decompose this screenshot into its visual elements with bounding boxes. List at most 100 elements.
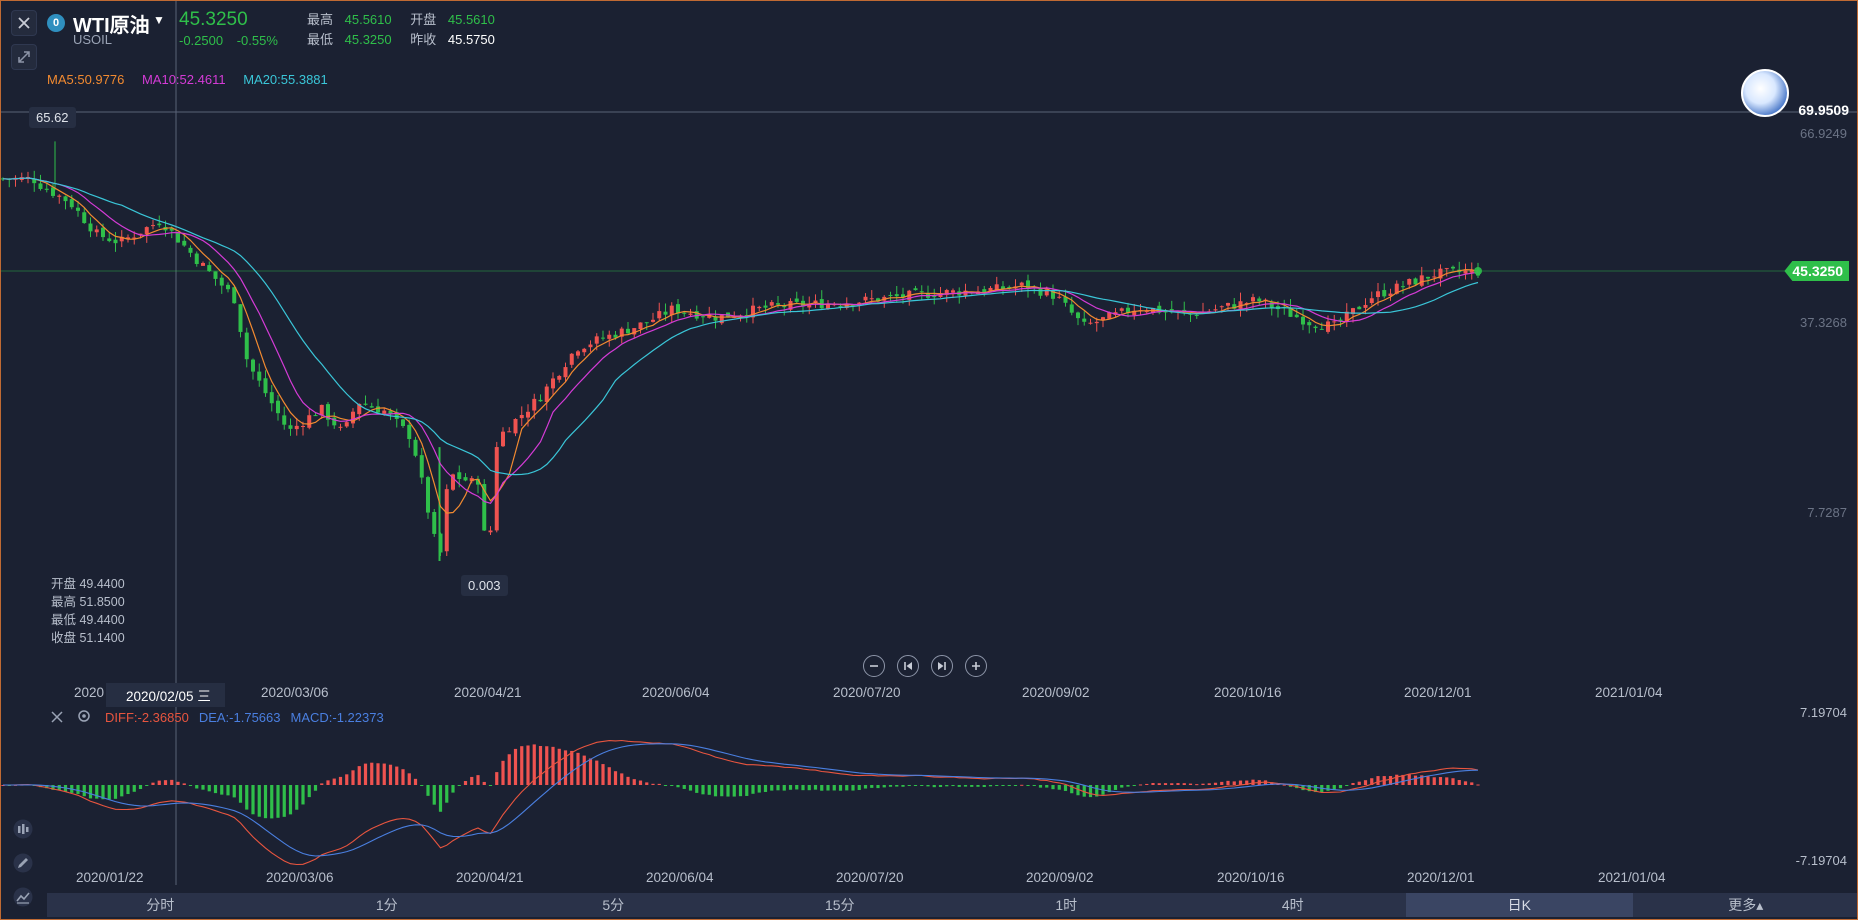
- candle-body: [801, 300, 805, 307]
- candle-body: [1057, 296, 1062, 298]
- tab-daily[interactable]: 日K: [1406, 893, 1633, 917]
- tab-1min[interactable]: 1分: [375, 897, 398, 913]
- candle-body: [913, 288, 918, 291]
- close-icon[interactable]: [51, 710, 63, 726]
- macd-bar: [326, 780, 330, 785]
- candle-body: [876, 298, 880, 302]
- macd-bar: [51, 785, 55, 790]
- candle-body: [1151, 308, 1155, 313]
- last-price: 45.3250: [179, 9, 248, 30]
- candles-button[interactable]: [11, 817, 35, 841]
- macd-bar: [838, 785, 843, 791]
- candle-body: [276, 400, 280, 414]
- macd-bar: [376, 763, 380, 785]
- macd-bar: [1295, 785, 1299, 789]
- tab-timeshare[interactable]: 分时: [146, 897, 175, 913]
- macd-bar: [1220, 781, 1224, 785]
- candle-body: [944, 290, 949, 295]
- macd-bar: [1313, 785, 1318, 793]
- candle-body: [138, 233, 143, 236]
- macd-bar: [576, 752, 580, 785]
- candle-body: [701, 316, 705, 318]
- settings-icon[interactable]: [77, 709, 91, 726]
- candle-body: [1169, 309, 1174, 313]
- zoom-out-button[interactable]: [863, 655, 885, 677]
- macd-bar: [1026, 785, 1030, 786]
- macd-bar: [807, 785, 811, 791]
- macd-bar: [401, 769, 405, 785]
- candle-body: [519, 415, 524, 419]
- macd-bar: [757, 785, 761, 793]
- macd-bar: [888, 785, 893, 787]
- macd-bar: [1213, 782, 1218, 785]
- chevron-down-icon[interactable]: ▼: [153, 13, 165, 27]
- candle-body: [44, 188, 49, 190]
- macd-bar: [701, 785, 705, 795]
- macd-bar: [88, 785, 93, 799]
- candle-body: [438, 533, 443, 553]
- candle-body: [1207, 311, 1212, 313]
- candle-body: [419, 455, 424, 478]
- candle-body: [201, 262, 205, 266]
- tab-15min[interactable]: 15分: [824, 897, 855, 913]
- dea-line: [3, 743, 1479, 857]
- indicator-button[interactable]: [11, 885, 35, 909]
- candle-body: [176, 233, 180, 243]
- macd-bar: [1157, 783, 1161, 785]
- macd-bar: [63, 785, 68, 792]
- symbol-selector[interactable]: WTI原油: [73, 15, 150, 37]
- candle-body: [1426, 276, 1430, 279]
- candles-icon: [13, 819, 33, 839]
- candle-body: [982, 289, 987, 293]
- candle-body: [1332, 321, 1337, 323]
- macd-bar: [301, 785, 305, 805]
- candle-body: [263, 378, 268, 394]
- candle-body: [526, 411, 530, 418]
- prev-button[interactable]: [897, 655, 919, 677]
- macd-bar: [545, 746, 549, 785]
- date-axis-bottom: 2020/01/22 2020/03/06 2020/04/21 2020/06…: [1, 870, 1857, 890]
- candle-body: [788, 301, 793, 310]
- tab-5min[interactable]: 5分: [602, 897, 625, 913]
- macd-bar: [1163, 783, 1168, 785]
- candle-body: [1326, 321, 1330, 332]
- tab-4hour[interactable]: 4时: [1281, 897, 1304, 913]
- macd-bar: [157, 780, 161, 785]
- candle-body: [119, 236, 124, 242]
- zoom-in-button[interactable]: [965, 655, 987, 677]
- next-icon: [938, 662, 946, 670]
- avatar[interactable]: [1741, 69, 1789, 117]
- candle-body: [776, 303, 780, 305]
- tab-more[interactable]: 更多▴: [1728, 897, 1764, 913]
- macd-bar: [426, 785, 430, 796]
- macd-bar: [1470, 782, 1474, 785]
- candle-body: [1094, 321, 1099, 324]
- next-button[interactable]: [931, 655, 953, 677]
- macd-bar: [751, 785, 755, 794]
- macd-bar: [1332, 785, 1336, 790]
- macd-bar: [176, 781, 180, 785]
- candle-body: [1476, 270, 1480, 276]
- ma10-line: [2, 177, 1479, 504]
- macd-bar: [676, 785, 680, 788]
- candle-body: [457, 472, 462, 480]
- macd-bar: [1138, 784, 1143, 786]
- close-button[interactable]: [11, 10, 37, 36]
- macd-bar: [763, 785, 768, 792]
- expand-button[interactable]: [11, 44, 37, 70]
- macd-bar: [1101, 785, 1105, 795]
- candle-body: [551, 378, 555, 389]
- macd-bar: [438, 785, 443, 812]
- macd-bar: [1207, 783, 1211, 785]
- change-abs: -0.2500: [179, 33, 224, 48]
- date-axis-label: 2020: [74, 685, 105, 700]
- tab-1hour[interactable]: 1时: [1055, 897, 1078, 913]
- candle-body: [1044, 289, 1049, 296]
- macd-bar: [851, 785, 855, 791]
- candle-body: [1357, 306, 1362, 310]
- macd-bar: [526, 745, 530, 785]
- macd-value: MACD:-1.22373: [290, 710, 384, 725]
- candle-body: [113, 239, 118, 244]
- macd-bar: [663, 785, 668, 786]
